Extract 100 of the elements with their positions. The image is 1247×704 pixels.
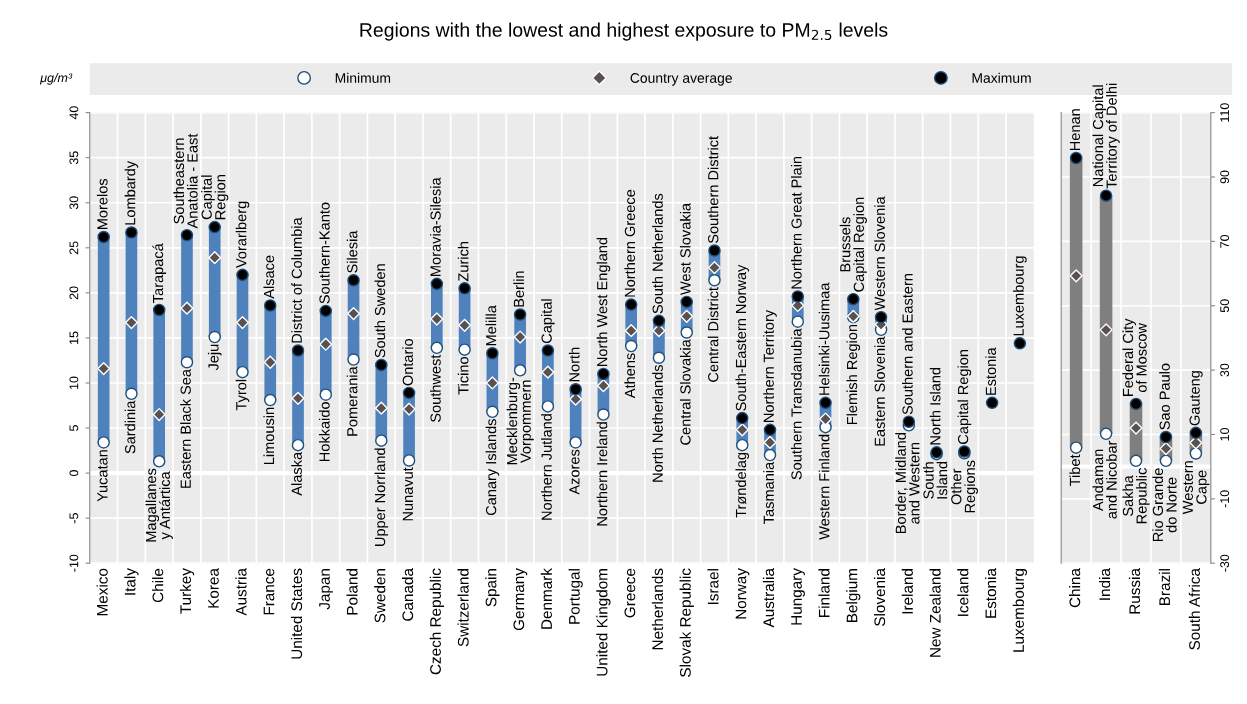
annotation: Southern and Eastern [902,274,913,415]
point [430,341,444,355]
point [97,361,111,376]
annotation: Nunavut [402,467,413,521]
annotation: Andaman and Nicobar [1092,440,1117,519]
annotation: Tasmania [763,461,774,524]
annotation: Alaska [291,451,302,496]
annotation: Flemish Region [846,324,861,425]
annotation: Southern Transdanubia [790,328,802,480]
point [263,355,277,369]
annotation: Eastern Slovenia [874,336,885,446]
annotation: Other Regions [950,460,978,513]
y-tick-label: 40 [69,106,79,120]
y-tick-label: 110 [1220,103,1230,122]
x-tick-label: South Africa [1188,568,1200,650]
annotation: Federal City of Moscow [1122,318,1147,396]
point [125,387,138,401]
point [652,314,666,328]
x-tick-label: Spain [485,569,500,607]
x-tick-label: Italy [124,568,139,595]
x-tick-label: Israel [707,569,719,605]
y-tick-label: 5 [69,425,79,432]
point [1069,441,1083,454]
point [818,412,833,426]
y-tick-label: -5 [69,513,79,524]
point [763,448,777,462]
x-tick-label: Switzerland [457,569,469,647]
y-tick-label: 70 [1220,234,1230,248]
annotation: Lombardy [124,160,139,225]
point [763,423,777,437]
annotation: Ontario [402,338,413,386]
annotation: Morelos [96,178,108,230]
point [569,383,582,396]
y-tick-label: 35 [69,151,79,165]
annotation: Capital [541,299,555,344]
point [97,436,110,449]
annotation: Alsace [263,255,275,299]
point [263,393,277,407]
point [291,438,305,452]
annotation: Upper Norrland [374,448,389,546]
point [347,353,360,366]
point [319,304,333,318]
point [680,326,693,339]
annotation: Brussels Capital Region [839,197,867,292]
point [847,292,860,306]
y-tick-label: 50 [1220,299,1230,313]
x-tick-label: Turkey [179,568,195,614]
point [596,379,611,393]
point [1159,442,1173,456]
annotation: Melilla [485,305,497,346]
annotation: Western Finland [818,434,830,540]
point [208,330,221,344]
annotation: Tarapacá [152,243,167,303]
y-tick-label: 30 [1220,363,1230,377]
point [597,367,610,381]
point [1069,151,1083,165]
annotation: Northern Jutland [541,414,552,520]
point [513,330,527,344]
point [1159,430,1173,444]
point [541,344,555,357]
point [375,434,388,447]
bar [1069,158,1083,448]
point [1099,323,1113,337]
annotation: Estonia [985,347,997,395]
annotation: District of Columbia [291,217,302,343]
point [1129,454,1143,468]
point [513,364,527,377]
x-tick-label: Slovenia [873,568,886,626]
point [208,220,221,234]
point [707,261,722,275]
y-tick-label: 25 [69,241,79,255]
annotation: Magallanes y Antártica [145,468,173,542]
chart-title: Regions with the lowest and highest exposure to PM$_{2.5}$ levels [360,22,888,41]
point [236,268,249,282]
x-tick-label: United Kingdom [596,569,611,676]
annotation: North Island [929,367,941,445]
annotation: South Island [922,461,948,499]
point [346,307,361,321]
annotation: North West England [596,237,611,367]
annotation: Northern Ireland [596,422,608,526]
point [458,282,471,295]
point [374,401,388,415]
y-tick-label: -10 [69,554,79,572]
point [763,435,777,450]
point [263,299,277,312]
x-tick-label: Norway [735,568,750,619]
y-tick-label: -30 [1220,554,1230,572]
annotation: Henan [1069,109,1081,151]
annotation: Canary Islands [485,419,500,516]
annotation: Helsinki-Uusimaa [818,282,830,395]
annotation: Southern District [707,136,719,244]
point [235,316,250,330]
point [902,415,916,428]
annotation: Mecklenburg- Vorpommern [506,377,534,465]
annotation: Hokkaido [318,402,330,462]
point [735,411,749,425]
point [1013,337,1027,350]
point [708,244,721,257]
annotation: South Netherlands [652,193,663,314]
x-tick-label: Finland [818,569,830,617]
